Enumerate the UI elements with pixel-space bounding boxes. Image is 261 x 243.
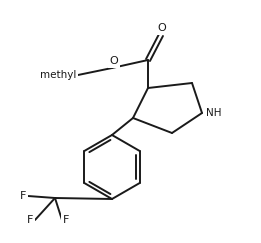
Text: F: F [63,215,69,225]
Text: O: O [110,56,118,66]
Text: NH: NH [206,108,222,118]
Text: methyl: methyl [40,70,76,80]
Text: F: F [20,191,26,201]
Text: F: F [27,215,33,225]
Text: O: O [158,23,166,33]
